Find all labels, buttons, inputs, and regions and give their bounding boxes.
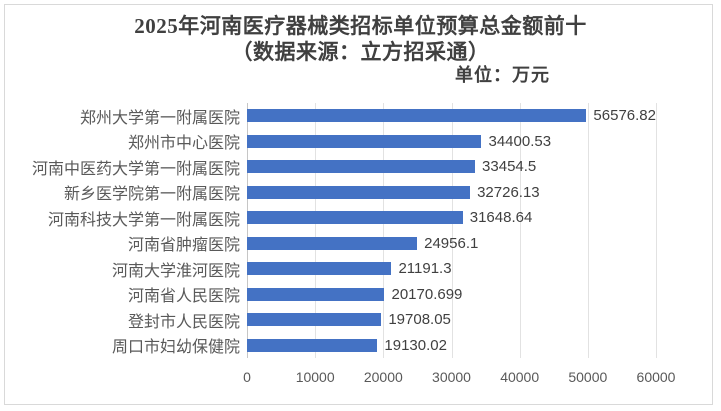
category-label: 郑州市中心医院 bbox=[127, 135, 240, 153]
bar-row: 周口市妇幼保健院 19130.02 bbox=[112, 333, 656, 359]
category-label: 河南省肿瘤医院 bbox=[127, 237, 240, 255]
category-label: 新乡医学院第一附属医院 bbox=[63, 186, 240, 204]
value-label: 19130.02 bbox=[384, 336, 447, 354]
value-label: 24956.1 bbox=[424, 234, 479, 252]
bar-row: 登封市人民医院 19708.05 bbox=[128, 307, 656, 333]
value-label: 19708.05 bbox=[388, 311, 451, 329]
bar bbox=[247, 211, 463, 225]
gridline bbox=[587, 103, 589, 358]
category-label: 河南大学淮河医院 bbox=[111, 262, 240, 280]
bar bbox=[247, 134, 482, 148]
gridlines bbox=[247, 103, 657, 358]
gridline bbox=[519, 103, 521, 358]
bar-row: 郑州市中心医院 34400.53 bbox=[128, 129, 656, 155]
value-label: 34400.53 bbox=[488, 132, 552, 150]
gridline bbox=[383, 103, 385, 358]
chart-title-line2: （数据来源：立方招采通） bbox=[231, 40, 490, 64]
chart-title: 2025年河南医疗器械类招标单位预算总金额前十 （数据来源：立方招采通） bbox=[0, 13, 721, 65]
x-axis-tick-label: 40000 bbox=[500, 369, 540, 385]
bar bbox=[247, 287, 385, 301]
bar bbox=[247, 160, 476, 174]
x-axis-tick-label: 60000 bbox=[636, 369, 676, 385]
x-axis-tick-label: 50000 bbox=[568, 369, 608, 385]
category-label: 河南中医药大学第一附属医院 bbox=[31, 160, 240, 178]
gridline bbox=[451, 103, 453, 358]
bar-row: 河南省人民医院 20170.699 bbox=[128, 282, 656, 308]
category-label: 河南科技大学第一附属医院 bbox=[47, 211, 240, 229]
bar-row: 郑州大学第一附属医院 56576.82 bbox=[80, 103, 656, 129]
category-label: 郑州大学第一附属医院 bbox=[79, 109, 240, 127]
bar bbox=[247, 262, 392, 276]
value-label: 21191.3 bbox=[398, 260, 452, 278]
category-label: 登封市人民医院 bbox=[127, 313, 240, 331]
x-axis: 0 10000 20000 30000 40000 50000 60000 bbox=[243, 369, 675, 389]
x-axis-tick-label: 0 bbox=[243, 369, 251, 385]
bar bbox=[247, 109, 587, 123]
category-label: 河南省人民医院 bbox=[127, 288, 240, 306]
bar bbox=[247, 338, 378, 352]
bar-row: 河南科技大学第一附属医院 31648.64 bbox=[48, 205, 656, 231]
bar-row: 河南大学淮河医院 21191.3 bbox=[112, 256, 656, 282]
gridline bbox=[315, 103, 317, 358]
value-label: 32726.13 bbox=[477, 183, 540, 201]
chart-title-line1: 2025年河南医疗器械类招标单位预算总金额前十 bbox=[134, 14, 587, 38]
plot-area: 郑州大学第一附属医院 56576.82 郑州市中心医院 34400.53 河南中医药大学… bbox=[32, 103, 657, 359]
gridline bbox=[656, 103, 657, 358]
bar-row: 河南省肿瘤医院 24956.1 bbox=[128, 231, 656, 257]
value-label: 56576.82 bbox=[593, 107, 656, 125]
unit-label: 单位：万元 bbox=[455, 65, 550, 85]
value-label: 31648.64 bbox=[469, 209, 533, 227]
category-label: 周口市妇幼保健院 bbox=[111, 339, 240, 357]
value-label: 33454.5 bbox=[482, 158, 537, 176]
bar-row: 河南中医药大学第一附属医院 33454.5 bbox=[32, 154, 656, 180]
x-axis-tick-label: 20000 bbox=[363, 369, 403, 385]
bar bbox=[247, 313, 382, 327]
x-axis-tick-label: 30000 bbox=[432, 369, 471, 385]
bar-rows: 郑州大学第一附属医院 56576.82 郑州市中心医院 34400.53 河南中医药大学… bbox=[32, 103, 656, 359]
x-axis-tick-label: 10000 bbox=[295, 369, 335, 385]
value-label: 20170.699 bbox=[391, 285, 463, 303]
bar bbox=[247, 185, 471, 199]
category-axis-line bbox=[247, 103, 248, 358]
bar-row: 新乡医学院第一附属医院 32726.13 bbox=[64, 180, 656, 206]
bar bbox=[247, 236, 418, 250]
